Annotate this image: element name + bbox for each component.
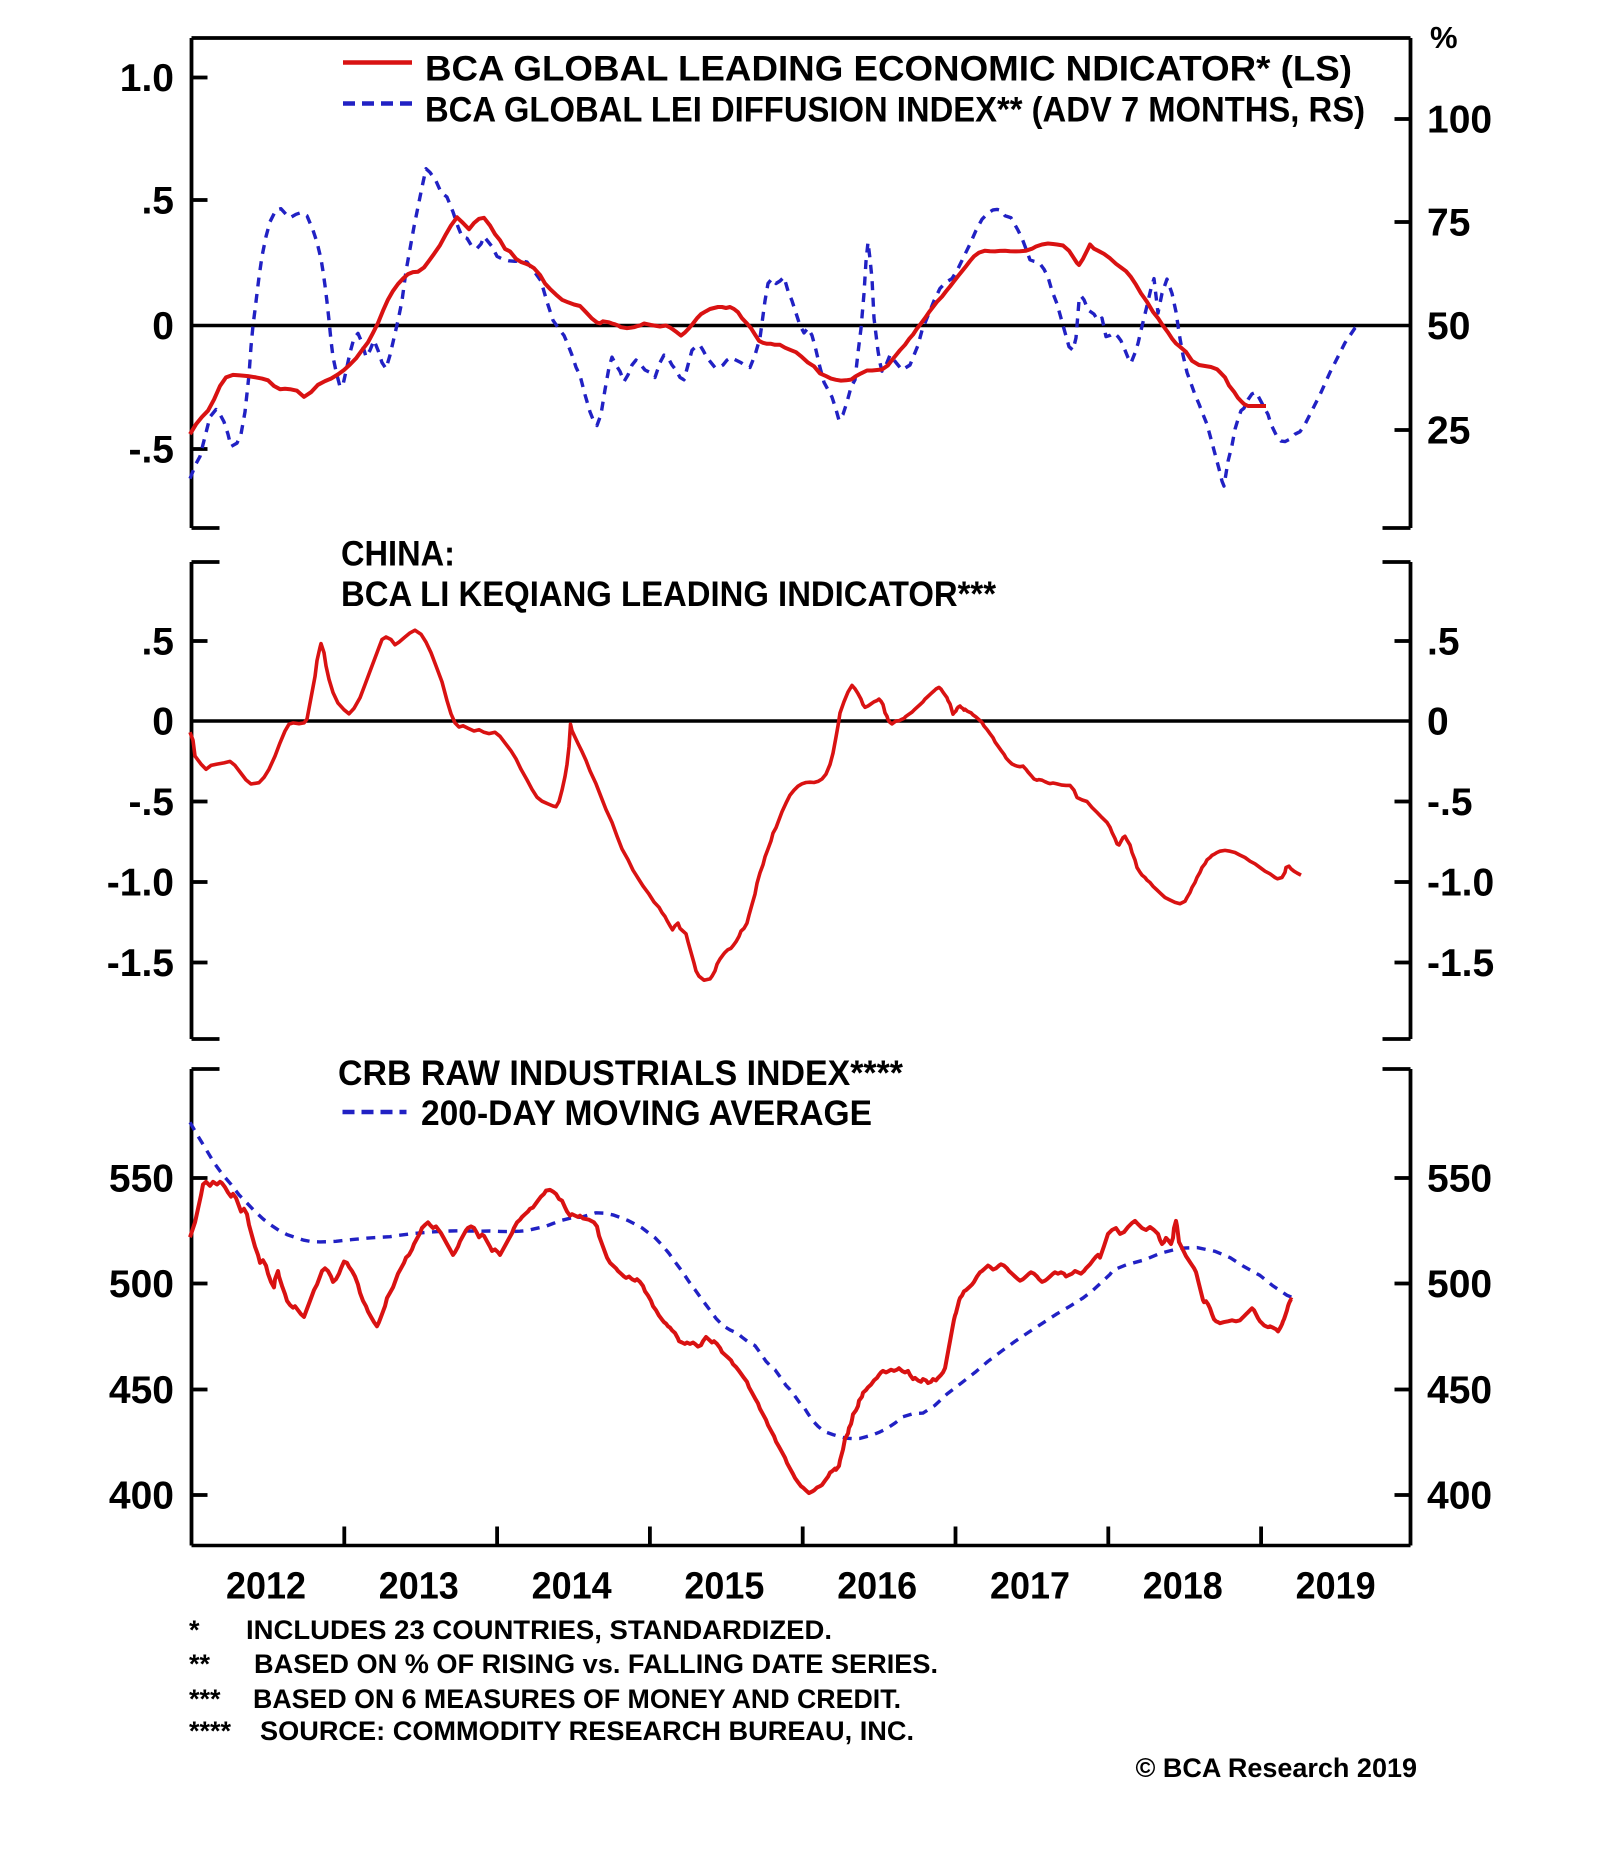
svg-text:**: ** [189, 1649, 211, 1679]
svg-text:***: *** [189, 1684, 221, 1714]
svg-text:CHINA:: CHINA: [341, 535, 455, 574]
svg-text:.5: .5 [1427, 620, 1460, 663]
svg-text:100: 100 [1427, 98, 1492, 141]
svg-text:400: 400 [109, 1474, 174, 1517]
svg-text:2012: 2012 [226, 1566, 306, 1608]
svg-text:200-DAY MOVING AVERAGE: 200-DAY MOVING AVERAGE [421, 1094, 872, 1133]
svg-text:2019: 2019 [1296, 1566, 1376, 1608]
svg-text:0: 0 [152, 305, 174, 348]
svg-text:450: 450 [1427, 1369, 1492, 1412]
svg-text:-.5: -.5 [128, 781, 174, 824]
svg-text:550: 550 [109, 1157, 174, 1200]
svg-text:-1.5: -1.5 [1427, 942, 1494, 985]
svg-text:****: **** [189, 1716, 232, 1746]
svg-text:2013: 2013 [379, 1566, 459, 1608]
svg-text:CRB RAW INDUSTRIALS INDEX****: CRB RAW INDUSTRIALS INDEX**** [338, 1054, 903, 1093]
svg-text:75: 75 [1427, 201, 1470, 244]
svg-text:-1.5: -1.5 [107, 942, 174, 985]
svg-text:2016: 2016 [837, 1566, 917, 1608]
svg-text:500: 500 [1427, 1263, 1492, 1306]
svg-text:.5: .5 [141, 179, 174, 222]
svg-text:2015: 2015 [684, 1566, 764, 1608]
svg-text:1.0: 1.0 [120, 57, 174, 100]
svg-text:BCA GLOBAL LEADING ECONOMIC ND: BCA GLOBAL LEADING ECONOMIC NDICATOR* (L… [425, 50, 1352, 89]
svg-text:BCA GLOBAL LEI DIFFUSION INDEX: BCA GLOBAL LEI DIFFUSION INDEX** (ADV 7 … [425, 91, 1365, 130]
svg-text:-.5: -.5 [1427, 781, 1473, 824]
svg-text:550: 550 [1427, 1157, 1492, 1200]
svg-text:2014: 2014 [532, 1566, 612, 1608]
svg-text:BASED ON 6 MEASURES OF MONEY A: BASED ON 6 MEASURES OF MONEY AND CREDIT. [253, 1684, 901, 1714]
svg-text:0: 0 [1427, 700, 1449, 743]
svg-text:.5: .5 [141, 620, 174, 663]
svg-text:BCA LI KEQIANG LEADING INDICAT: BCA LI KEQIANG LEADING INDICATOR*** [341, 575, 996, 614]
svg-text:© BCA Research 2019: © BCA Research 2019 [1135, 1753, 1417, 1783]
svg-text:25: 25 [1427, 409, 1470, 452]
svg-text:500: 500 [109, 1263, 174, 1306]
svg-text:450: 450 [109, 1369, 174, 1412]
svg-text:INCLUDES 23 COUNTRIES, STANDA: INCLUDES 23 COUNTRIES, STANDARDIZED. [246, 1615, 832, 1645]
svg-text:2018: 2018 [1143, 1566, 1223, 1608]
svg-text:-1.0: -1.0 [107, 861, 174, 904]
svg-text:0: 0 [152, 700, 174, 743]
svg-text:BASED ON % OF RISING vs. FALLI: BASED ON % OF RISING vs. FALLING DATE SE… [254, 1649, 938, 1679]
svg-text:-1.0: -1.0 [1427, 861, 1494, 904]
svg-text:2017: 2017 [990, 1566, 1070, 1608]
svg-text:-.5: -.5 [128, 428, 174, 471]
svg-text:*: * [189, 1615, 200, 1645]
svg-text:400: 400 [1427, 1474, 1492, 1517]
svg-text:50: 50 [1427, 305, 1470, 348]
svg-text:SOURCE: COMMODITY RESEARCH BU: SOURCE: COMMODITY RESEARCH BUREAU, INC. [260, 1716, 914, 1746]
svg-text:%: % [1430, 20, 1458, 55]
